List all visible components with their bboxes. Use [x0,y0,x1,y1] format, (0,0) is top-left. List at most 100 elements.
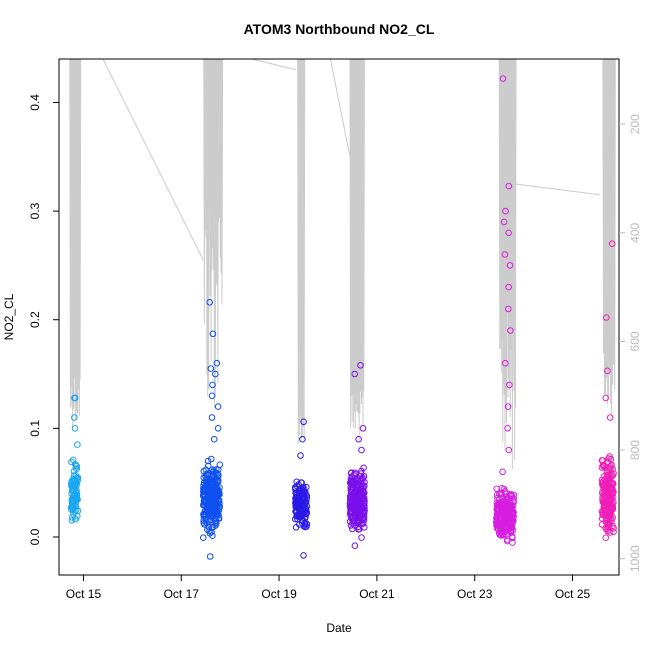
data-point [206,299,213,306]
data-point [502,207,509,215]
right-axis: 200 400 600 800 1000 [619,114,642,572]
data-point [211,504,219,511]
data-point [599,457,607,464]
data-point [70,467,78,475]
altitude-spikes-0 [69,58,82,429]
data-point [598,476,606,484]
data-point [355,476,362,483]
altitude-connector-2 [329,58,351,157]
data-point [356,494,364,502]
altitude-trace [69,58,616,470]
data-point [355,526,362,533]
data-point [68,517,76,524]
data-point [495,525,502,533]
data-point [500,218,508,226]
data-point [497,511,505,519]
data-point [358,446,365,454]
y-axis: 0.0 0.1 0.2 0.3 0.4 [28,94,59,545]
data-point [300,552,307,559]
data-point [603,314,610,321]
data-point [348,473,356,480]
data-point [72,515,79,523]
data-points [68,75,617,560]
data-point [297,493,305,501]
right-tick-label: 400 [628,222,642,242]
x-tick-label: Oct 23 [457,587,493,601]
data-point [212,517,220,524]
data-point [608,472,615,480]
data-point [598,521,606,528]
data-point [600,502,608,509]
data-point [213,508,220,516]
data-point [507,500,514,507]
data-point [605,494,613,502]
y-tick-label: 0.2 [28,311,42,328]
data-point [209,330,217,338]
altitude-spikes-1 [203,58,224,409]
data-point [214,403,222,410]
data-point [499,495,506,503]
data-point [303,495,311,502]
data-point [212,519,219,526]
right-tick-label: 800 [628,440,642,460]
data-point [505,182,513,190]
data-point [300,500,307,507]
data-point [215,497,222,505]
data-point [212,370,219,378]
data-point [499,468,506,476]
chart-title: ATOM3 Northbound NO2_CL [244,21,435,37]
data-point [207,480,215,487]
data-point [598,464,606,471]
data-point [604,367,611,375]
data-point [351,522,359,529]
data-point [204,475,211,483]
data-point [504,425,511,432]
data-point [74,441,81,448]
data-point [70,481,78,488]
data-point [204,480,212,487]
data-point [506,381,513,389]
data-point [208,414,216,421]
data-point [351,502,359,509]
data-point [609,505,617,513]
data-point [357,362,364,369]
data-point [505,229,512,237]
data-point [501,487,509,495]
data-point [208,392,216,400]
data-point [609,514,617,522]
data-point [298,479,306,487]
data-point [74,474,81,481]
data-point [505,446,513,454]
data-point [504,403,512,410]
data-point [608,240,616,247]
data-point [506,262,514,269]
data-point [599,508,607,516]
y-tick-label: 0.1 [28,420,42,437]
data-point [200,487,207,495]
data-point [206,553,214,560]
data-point [360,514,368,522]
data-point [346,479,354,487]
data-point [214,470,221,477]
data-point [71,461,79,468]
x-tick-label: Oct 19 [261,587,297,601]
altitude-connector-1 [252,58,297,71]
data-point [499,75,507,82]
data-point [207,497,214,504]
data-point [207,365,215,372]
data-point [493,513,501,521]
data-point [210,435,218,443]
y-tick-label: 0.3 [28,202,42,219]
data-point [351,542,359,550]
data-point [497,527,504,535]
data-point [603,517,610,525]
data-point [603,483,611,491]
data-point [348,497,355,505]
data-point [350,512,357,520]
data-point [356,472,364,480]
data-point [215,466,222,474]
data-point [358,534,365,541]
data-point [504,536,511,543]
data-point [200,517,207,525]
